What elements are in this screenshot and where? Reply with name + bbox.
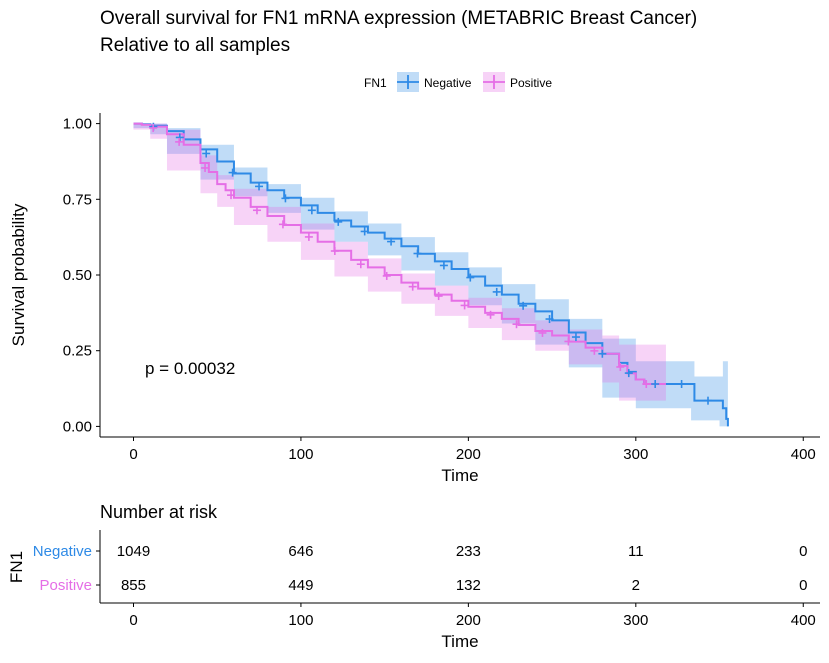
risk-table-axes bbox=[99, 530, 820, 604]
censor-mark-negative bbox=[624, 369, 633, 378]
censor-mark-positive bbox=[564, 337, 573, 346]
censor-mark-negative bbox=[439, 261, 448, 270]
censor-mark-negative bbox=[677, 380, 686, 389]
censor-mark-positive bbox=[642, 380, 651, 389]
censor-mark-negative bbox=[519, 301, 528, 310]
censor-mark-positive bbox=[434, 292, 443, 301]
censor-mark-positive bbox=[175, 137, 184, 146]
y-tick-label: 0.00 bbox=[63, 418, 92, 435]
legend-label-positive: Positive bbox=[510, 76, 552, 90]
censor-mark-negative bbox=[704, 396, 713, 405]
censor-mark-positive bbox=[486, 310, 495, 319]
censor-mark-positive bbox=[201, 163, 210, 172]
confidence-bands bbox=[133, 123, 728, 427]
risk-x-tick-label: 100 bbox=[288, 612, 313, 629]
y-tick-label: 0.75 bbox=[63, 191, 92, 208]
censor-mark-positive bbox=[278, 220, 287, 229]
x-axis-label: Time bbox=[441, 466, 478, 485]
censor-mark-negative bbox=[545, 315, 554, 324]
risk-cell: 646 bbox=[288, 543, 313, 560]
censor-mark-negative bbox=[413, 249, 422, 258]
series-line-positive bbox=[133, 122, 666, 386]
censor-marks bbox=[149, 122, 713, 405]
legend-key-positive bbox=[483, 72, 505, 92]
risk-cell: 1049 bbox=[117, 543, 150, 560]
risk-cell: 11 bbox=[628, 543, 644, 560]
x-tick-label: 200 bbox=[456, 446, 481, 463]
censor-mark-negative bbox=[651, 380, 660, 389]
risk-x-tick-label: 0 bbox=[129, 612, 137, 629]
censor-mark-positive bbox=[460, 301, 469, 310]
risk-cell: 0 bbox=[799, 543, 807, 560]
censor-mark-positive bbox=[227, 191, 236, 200]
risk-x-axis-label: Time bbox=[441, 632, 478, 651]
risk-x-tick-label: 300 bbox=[623, 612, 648, 629]
censor-mark-positive bbox=[356, 260, 365, 269]
x-tick-label: 400 bbox=[791, 446, 816, 463]
risk-x-tick-label: 200 bbox=[456, 612, 481, 629]
risk-cell: 449 bbox=[288, 577, 313, 594]
censor-mark-positive bbox=[304, 232, 313, 241]
x-tick-label: 300 bbox=[623, 446, 648, 463]
censor-mark-positive bbox=[616, 362, 625, 371]
censor-mark-positive bbox=[512, 320, 521, 329]
censor-mark-positive bbox=[149, 123, 158, 132]
y-tick-label: 0.25 bbox=[63, 343, 92, 360]
main-axis-ticks: 0 100 200 300 400 0.00 0.25 0.50 0.75 1.00 bbox=[63, 116, 816, 463]
censor-mark-negative bbox=[387, 237, 396, 246]
legend-title: FN1 bbox=[364, 76, 387, 90]
censor-mark-negative bbox=[202, 149, 211, 158]
censor-mark-negative bbox=[360, 227, 369, 236]
censor-mark-positive bbox=[538, 328, 547, 337]
censor-mark-negative bbox=[228, 168, 237, 177]
censor-mark-negative bbox=[492, 287, 501, 296]
y-tick-label: 1.00 bbox=[63, 116, 92, 133]
risk-cell: 0 bbox=[799, 577, 807, 594]
risk-cell: 132 bbox=[456, 577, 481, 594]
censor-mark-negative bbox=[307, 206, 316, 215]
risk-row-label-negative: Negative bbox=[33, 543, 92, 560]
chart-title: Overall survival for FN1 mRNA expression… bbox=[100, 8, 697, 29]
p-value-annotation: p = 0.00032 bbox=[145, 359, 235, 378]
censor-mark-negative bbox=[281, 194, 290, 203]
chart-subtitle: Relative to all samples bbox=[100, 35, 290, 56]
censor-mark-negative bbox=[334, 217, 343, 226]
censor-mark-positive bbox=[330, 247, 339, 256]
risk-cell: 2 bbox=[632, 577, 640, 594]
censor-mark-positive bbox=[590, 346, 599, 355]
censor-mark-negative bbox=[466, 273, 475, 282]
legend-label-negative: Negative bbox=[424, 76, 472, 90]
legend-key-negative bbox=[397, 72, 419, 92]
ci-band-negative bbox=[133, 123, 728, 427]
risk-y-axis-label: FN1 bbox=[7, 551, 26, 583]
y-tick-label: 0.50 bbox=[63, 267, 92, 284]
legend: FN1 Negative Positive bbox=[364, 72, 552, 92]
x-tick-label: 0 bbox=[129, 446, 137, 463]
risk-row-label-positive: Positive bbox=[39, 577, 92, 594]
y-axis-label: Survival probability bbox=[9, 203, 28, 346]
risk-x-tick-label: 400 bbox=[791, 612, 816, 629]
censor-mark-negative bbox=[598, 349, 607, 358]
survival-curves bbox=[133, 122, 729, 427]
censor-mark-positive bbox=[408, 282, 417, 291]
ci-band-positive bbox=[133, 123, 666, 401]
risk-table-title: Number at risk bbox=[100, 502, 218, 522]
censor-mark-negative bbox=[571, 333, 580, 342]
censor-mark-positive bbox=[252, 206, 261, 215]
risk-cell: 233 bbox=[456, 543, 481, 560]
x-tick-label: 100 bbox=[288, 446, 313, 463]
censor-mark-negative bbox=[255, 182, 264, 191]
risk-cell: 855 bbox=[121, 577, 146, 594]
censor-mark-positive bbox=[382, 271, 391, 280]
